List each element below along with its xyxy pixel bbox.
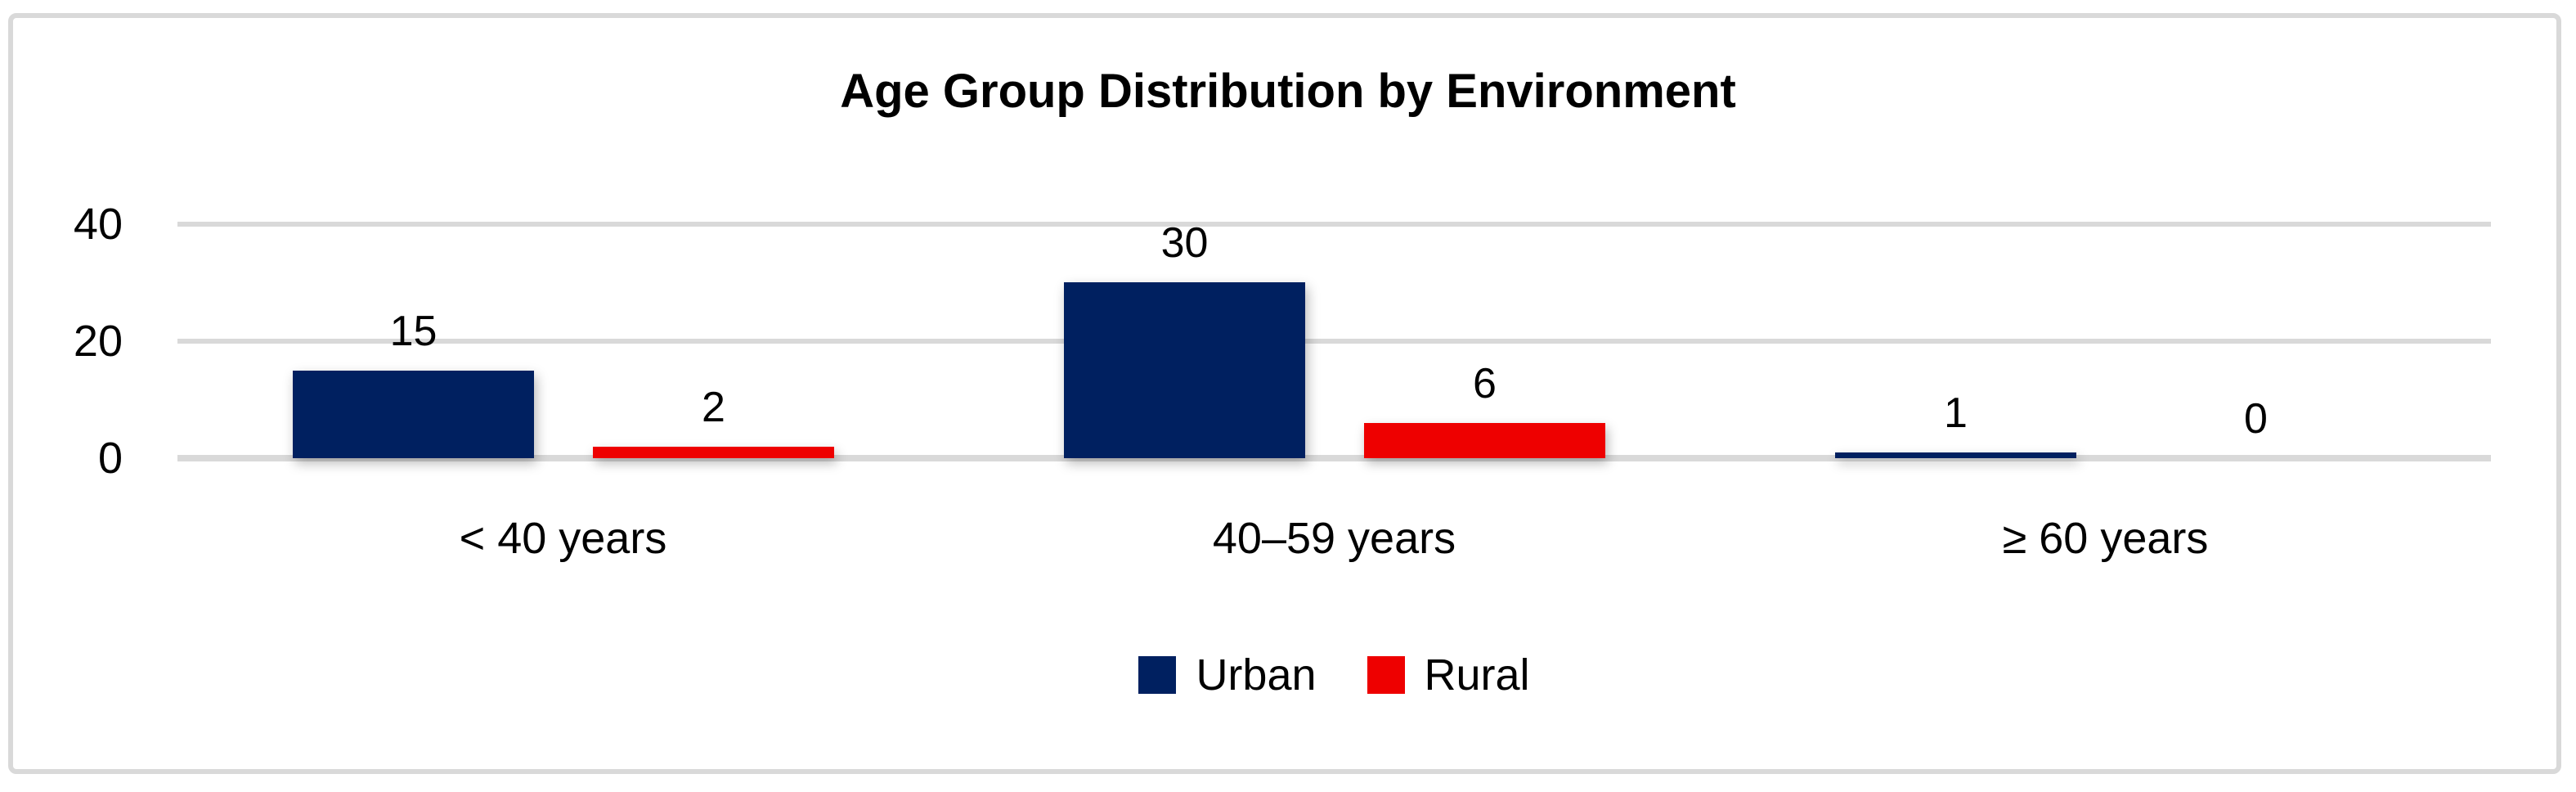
bar-rural-1 — [593, 447, 834, 458]
bar-value-label: 2 — [702, 384, 725, 431]
legend-swatch-urban — [1138, 656, 1177, 694]
bar-rural-2 — [1364, 423, 1605, 458]
legend-swatch-rural — [1367, 656, 1405, 694]
legend: Urban Rural — [177, 650, 2491, 700]
legend-label-urban: Urban — [1196, 650, 1317, 700]
category-label: 40–59 years — [1212, 514, 1456, 563]
legend-label-rural: Rural — [1424, 650, 1530, 700]
bar-value-label: 30 — [1160, 219, 1209, 267]
gridline-y-20 — [177, 339, 2491, 344]
gridline-y-0 — [177, 455, 2491, 461]
category-label: < 40 years — [459, 514, 667, 563]
category-label: ≥ 60 years — [2002, 514, 2209, 563]
bar-urban-2 — [1064, 282, 1305, 458]
legend-item-rural: Rural — [1367, 650, 1530, 700]
y-axis-tick-label: 0 — [97, 434, 123, 483]
y-axis-tick-label: 20 — [73, 317, 123, 366]
bar-value-label: 0 — [2244, 395, 2268, 443]
bar-urban-1 — [293, 371, 534, 458]
bar-value-label: 15 — [389, 308, 438, 355]
y-axis-tick-label: 40 — [73, 200, 123, 249]
bar-value-label: 1 — [1944, 389, 1968, 437]
bar-urban-3 — [1835, 452, 2076, 458]
gridline-y-40 — [177, 222, 2491, 227]
chart-title: Age Group Distribution by Environment — [840, 65, 1736, 118]
bar-value-label: 6 — [1473, 360, 1497, 407]
legend-item-urban: Urban — [1138, 650, 1317, 700]
